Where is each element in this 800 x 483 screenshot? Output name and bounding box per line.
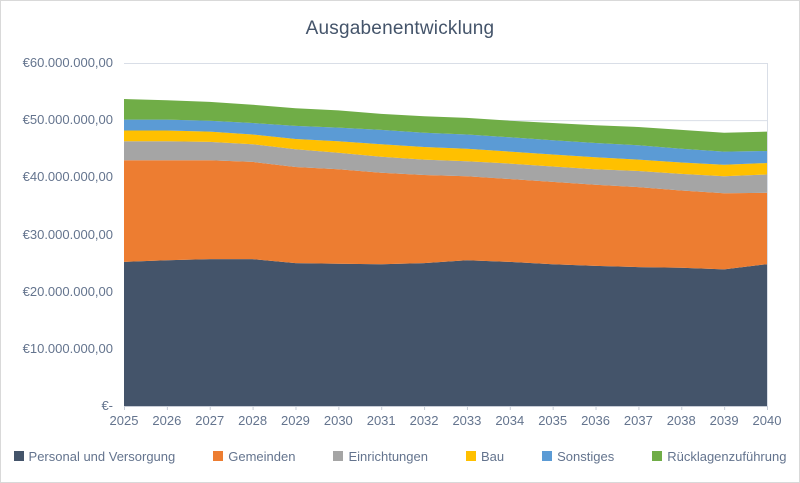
legend-item-bau[interactable]: Bau — [465, 448, 505, 464]
x-tick-label: 2025 — [109, 413, 139, 428]
legend-swatch — [542, 451, 553, 461]
x-tick-label: 2036 — [581, 413, 610, 428]
area-series-1 — [124, 160, 767, 270]
y-tick-label: €60.000.000,00 — [22, 55, 113, 70]
x-tick-label: 2040 — [752, 413, 782, 428]
x-tick-label: 2039 — [709, 413, 739, 428]
legend-label: Bau — [480, 448, 505, 464]
legend: Personal und Versorgung Gemeinden Einric… — [1, 447, 799, 465]
legend-label: Personal und Versorgung — [28, 448, 176, 464]
y-tick-label: €10.000.000,00 — [22, 340, 113, 356]
y-tick-label: €40.000.000,00 — [22, 169, 113, 185]
y-tick-label: €20.000.000,00 — [22, 283, 113, 299]
x-tick-label: 2028 — [238, 413, 268, 428]
x-tick-label: 2032 — [409, 413, 439, 428]
area-series-2 — [124, 141, 767, 194]
chart-title: Ausgabenentwicklung — [305, 18, 495, 39]
area-series-4 — [124, 119, 767, 165]
legend-label: Gemeinden — [228, 448, 296, 464]
x-tick-label: 2038 — [666, 413, 696, 428]
x-tick-label: 2037 — [623, 413, 653, 428]
legend-item-personal-und-versorgung[interactable]: Personal und Versorgung — [13, 448, 176, 464]
legend-swatch — [652, 451, 663, 461]
x-tick-label: 2034 — [495, 413, 525, 428]
legend-swatch — [13, 451, 24, 461]
legend-swatch — [213, 451, 224, 461]
y-tick-label: €30.000.000,00 — [22, 226, 113, 242]
legend-label: Sonstiges — [557, 448, 615, 464]
legend-label: Einrichtungen — [348, 448, 428, 464]
legend-item-gemeinden[interactable]: Gemeinden — [213, 449, 295, 464]
legend-label: Rücklagenzuführung — [667, 448, 787, 464]
legend-item-sonstiges[interactable]: Sonstiges — [542, 449, 614, 464]
x-tick-label: 2035 — [538, 413, 568, 428]
x-tick-label: 2029 — [280, 413, 310, 428]
x-tick-label: 2027 — [195, 413, 225, 428]
x-tick-label: 2030 — [323, 413, 353, 428]
area-series-3 — [124, 130, 767, 177]
x-tick-label: 2033 — [452, 413, 482, 428]
y-tick-label: €50.000.000,00 — [22, 112, 113, 128]
legend-swatch — [333, 451, 344, 461]
y-tick-label: €- — [101, 398, 113, 413]
area-series-0 — [124, 259, 767, 406]
legend-item-einrichtungen[interactable]: Einrichtungen — [333, 449, 428, 464]
legend-swatch — [465, 451, 476, 461]
x-tick-label: 2031 — [366, 413, 396, 428]
legend-item-ruecklagenzufuehrung[interactable]: Rücklagenzuführung — [652, 449, 786, 464]
area-series-5 — [124, 99, 767, 152]
x-tick-label: 2026 — [152, 413, 182, 428]
